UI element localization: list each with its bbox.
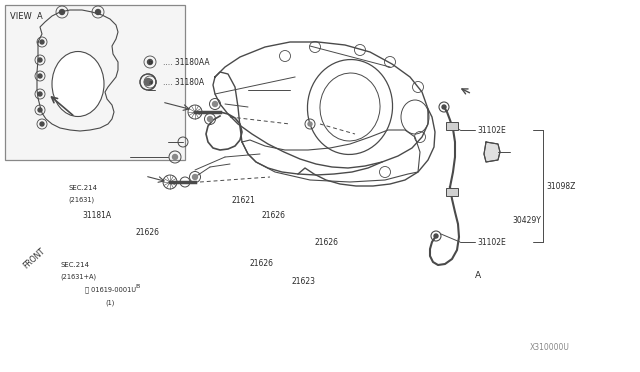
Text: Ⓑ 01619-0001U: Ⓑ 01619-0001U <box>85 287 136 293</box>
Circle shape <box>60 10 65 15</box>
Circle shape <box>434 234 438 238</box>
Text: A: A <box>475 270 481 279</box>
Text: 31102E: 31102E <box>477 125 506 135</box>
Text: 21621: 21621 <box>232 196 256 205</box>
Text: 21626: 21626 <box>135 228 159 237</box>
Bar <box>446 122 458 130</box>
Bar <box>5 5 185 160</box>
Text: .... 31180A: .... 31180A <box>163 77 204 87</box>
Text: (21631): (21631) <box>68 197 94 203</box>
Text: 31181A: 31181A <box>82 211 111 219</box>
Text: 21626: 21626 <box>262 211 286 219</box>
Text: FRONT: FRONT <box>22 246 47 270</box>
Text: 31098Z: 31098Z <box>546 182 575 190</box>
Circle shape <box>95 10 100 15</box>
Circle shape <box>147 80 152 84</box>
Text: (21631+A): (21631+A) <box>60 274 96 280</box>
Text: b: b <box>148 60 152 64</box>
Circle shape <box>38 74 42 78</box>
Circle shape <box>38 108 42 112</box>
Text: 21626: 21626 <box>250 259 274 267</box>
Text: 21623: 21623 <box>292 278 316 286</box>
Circle shape <box>207 116 212 122</box>
Circle shape <box>38 58 42 62</box>
Polygon shape <box>484 142 500 162</box>
Circle shape <box>442 105 446 109</box>
Circle shape <box>173 154 177 160</box>
Circle shape <box>38 92 42 96</box>
Circle shape <box>212 102 218 106</box>
Circle shape <box>40 40 44 44</box>
Text: 31102E: 31102E <box>477 237 506 247</box>
Text: (1): (1) <box>105 300 115 306</box>
Text: B: B <box>136 283 140 289</box>
Circle shape <box>308 122 312 126</box>
Circle shape <box>145 78 152 86</box>
Text: 21626: 21626 <box>315 237 339 247</box>
Text: .... 31180AA: .... 31180AA <box>163 58 210 67</box>
Bar <box>446 188 458 196</box>
Circle shape <box>193 174 198 180</box>
Text: VIEW  A: VIEW A <box>10 12 43 21</box>
Circle shape <box>40 122 44 126</box>
Text: SEC.214: SEC.214 <box>68 185 97 191</box>
Ellipse shape <box>52 51 104 116</box>
Text: SEC.214: SEC.214 <box>60 262 89 268</box>
Circle shape <box>147 60 152 64</box>
Text: a: a <box>148 80 152 84</box>
Text: 30429Y: 30429Y <box>512 215 541 224</box>
Text: X310000U: X310000U <box>530 343 570 353</box>
